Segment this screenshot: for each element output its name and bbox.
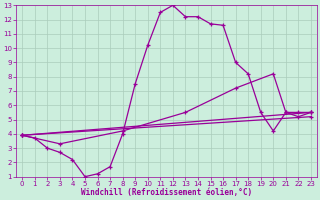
X-axis label: Windchill (Refroidissement éolien,°C): Windchill (Refroidissement éolien,°C) [81, 188, 252, 197]
